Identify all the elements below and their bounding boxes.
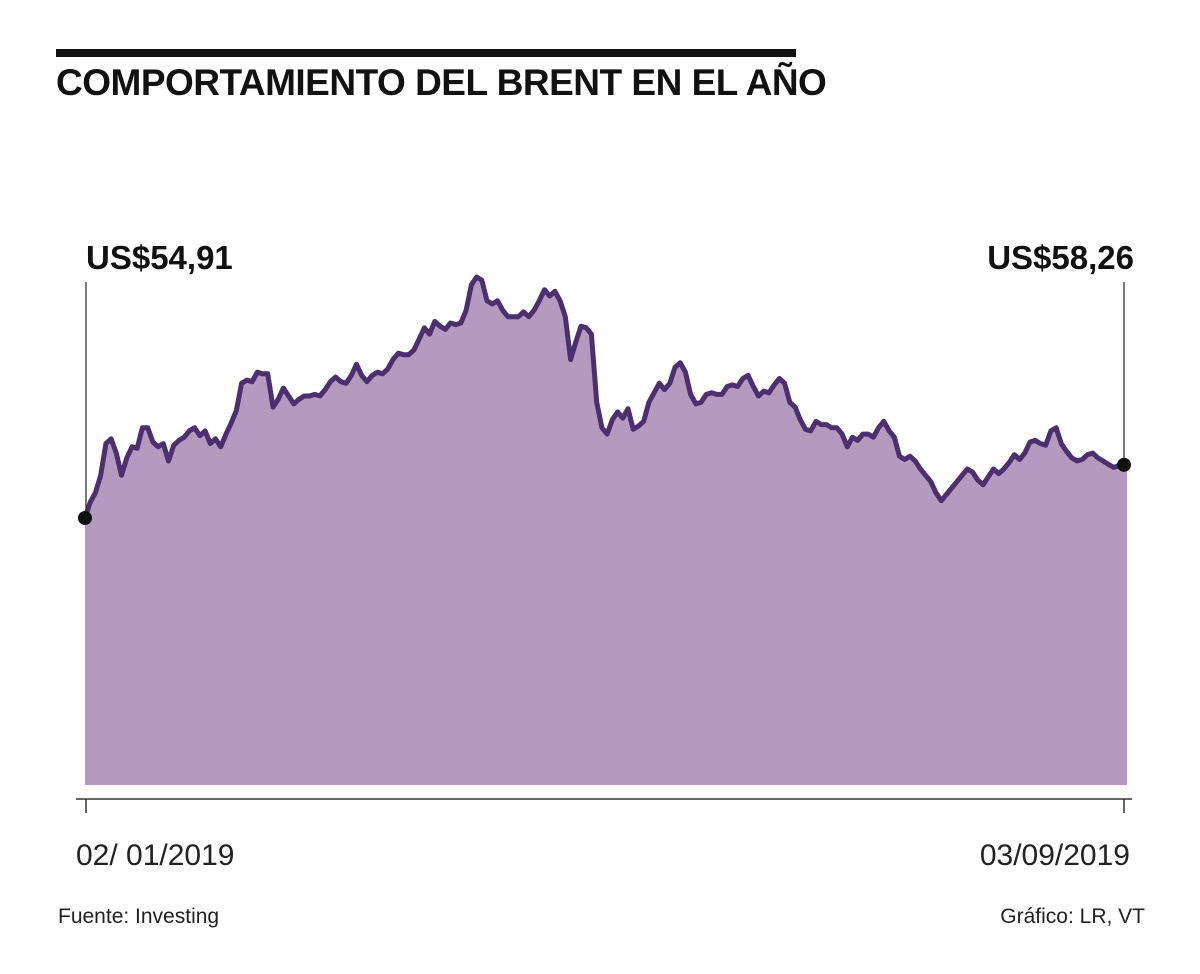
title-rule: [56, 49, 796, 57]
start-point: [78, 511, 92, 525]
x-tick-label-end: 03/09/2019: [980, 839, 1130, 872]
credit-note: Gráfico: LR, VT: [1000, 905, 1145, 928]
chart-title: COMPORTAMIENTO DEL BRENT EN EL AÑO: [56, 62, 827, 103]
source-note: Fuente: Investing: [58, 905, 220, 928]
end-point: [1117, 457, 1131, 472]
x-tick-label-start: 02/ 01/2019: [76, 839, 234, 872]
price-area: [85, 277, 1127, 785]
end-value-label: US$58,26: [987, 239, 1134, 276]
price-line: [82, 274, 1127, 521]
start-value-label: US$54,91: [86, 239, 233, 276]
